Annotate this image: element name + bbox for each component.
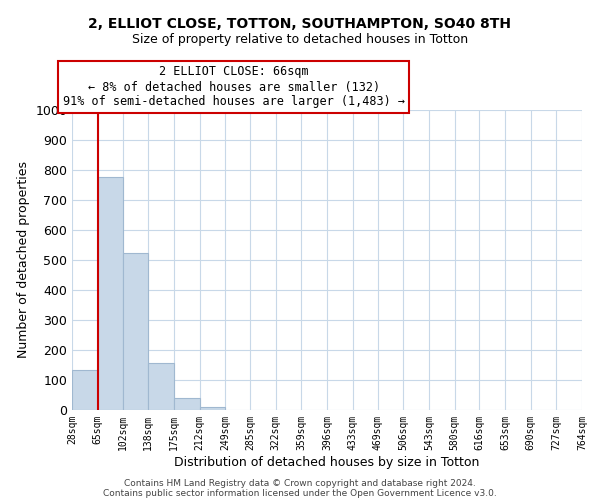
X-axis label: Distribution of detached houses by size in Totton: Distribution of detached houses by size …	[175, 456, 479, 468]
Y-axis label: Number of detached properties: Number of detached properties	[17, 162, 30, 358]
Text: 2 ELLIOT CLOSE: 66sqm
← 8% of detached houses are smaller (132)
91% of semi-deta: 2 ELLIOT CLOSE: 66sqm ← 8% of detached h…	[63, 66, 405, 108]
Bar	[199, 407, 225, 410]
Bar	[72, 370, 98, 410]
Text: 2, ELLIOT CLOSE, TOTTON, SOUTHAMPTON, SO40 8TH: 2, ELLIOT CLOSE, TOTTON, SOUTHAMPTON, SO…	[89, 18, 511, 32]
Bar	[123, 252, 148, 410]
Text: Size of property relative to detached houses in Totton: Size of property relative to detached ho…	[132, 32, 468, 46]
Bar	[148, 362, 174, 410]
Text: Contains HM Land Registry data © Crown copyright and database right 2024.: Contains HM Land Registry data © Crown c…	[124, 478, 476, 488]
Bar	[98, 176, 123, 410]
Bar	[174, 398, 199, 410]
Text: Contains public sector information licensed under the Open Government Licence v3: Contains public sector information licen…	[103, 488, 497, 498]
